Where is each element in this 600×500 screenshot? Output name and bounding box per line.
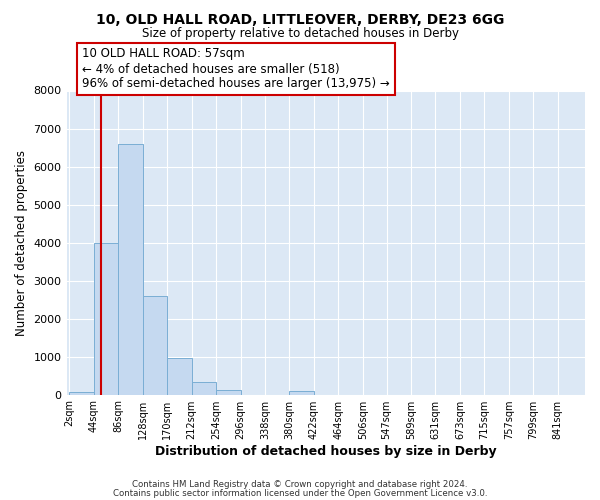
Bar (191, 382, 216, 394)
Text: 10 OLD HALL ROAD: 57sqm
← 4% of detached houses are smaller (518)
96% of semi-de: 10 OLD HALL ROAD: 57sqm ← 4% of detached… (82, 48, 390, 90)
Text: Size of property relative to detached houses in Derby: Size of property relative to detached ho… (142, 28, 458, 40)
Bar (94, 242, 118, 394)
Text: 10, OLD HALL ROAD, LITTLEOVER, DERBY, DE23 6GG: 10, OLD HALL ROAD, LITTLEOVER, DERBY, DE… (96, 12, 504, 26)
Bar (143, 296, 167, 394)
Bar (167, 358, 191, 395)
Y-axis label: Number of detached properties: Number of detached properties (15, 150, 28, 336)
Bar (289, 391, 314, 394)
Text: Contains public sector information licensed under the Open Government Licence v3: Contains public sector information licen… (113, 488, 487, 498)
X-axis label: Distribution of detached houses by size in Derby: Distribution of detached houses by size … (155, 444, 497, 458)
Bar (118, 144, 143, 394)
Text: Contains HM Land Registry data © Crown copyright and database right 2024.: Contains HM Land Registry data © Crown c… (132, 480, 468, 489)
Bar (216, 390, 241, 394)
Bar (70, 392, 94, 394)
